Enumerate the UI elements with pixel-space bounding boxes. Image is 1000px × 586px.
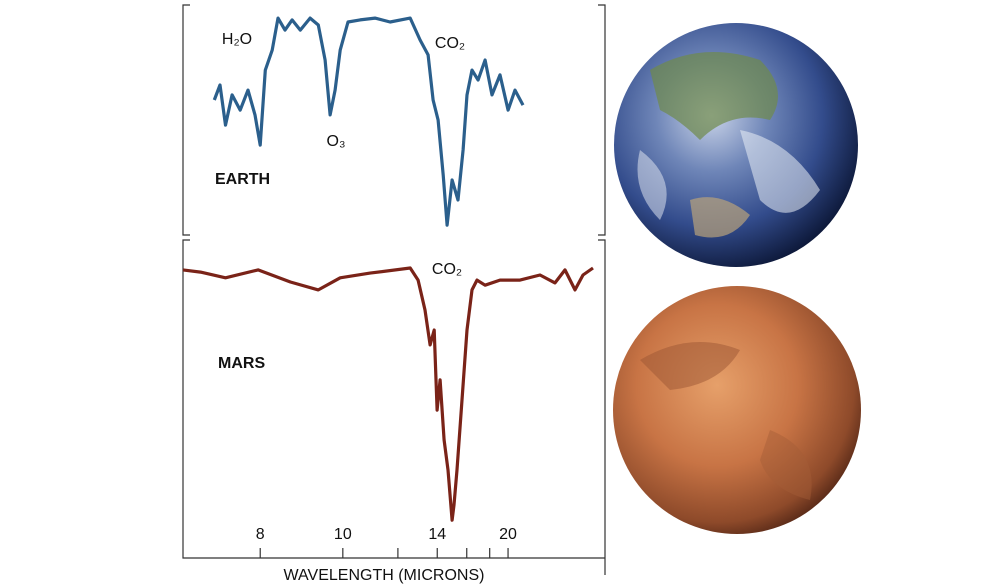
frame: [182, 4, 606, 575]
annotation: H₂O: [222, 31, 252, 48]
x-axis-title: WAVELENGTH (MICRONS): [284, 567, 485, 584]
spectrum-line: [212, 16, 525, 227]
annotation: CO₂: [432, 261, 462, 278]
spectrum-line: [182, 266, 594, 522]
x-tick-label: 14: [428, 526, 446, 543]
earth-image: [614, 23, 858, 267]
panel-label: EARTH: [215, 171, 270, 188]
panel-label: MARS: [218, 355, 265, 372]
mars-image: [613, 286, 861, 534]
annotation: O₃: [327, 133, 346, 150]
x-tick-label: 8: [256, 526, 265, 543]
x-tick-label: 10: [334, 526, 352, 543]
x-tick-label: 20: [499, 526, 517, 543]
annotation: CO₂: [435, 35, 465, 52]
